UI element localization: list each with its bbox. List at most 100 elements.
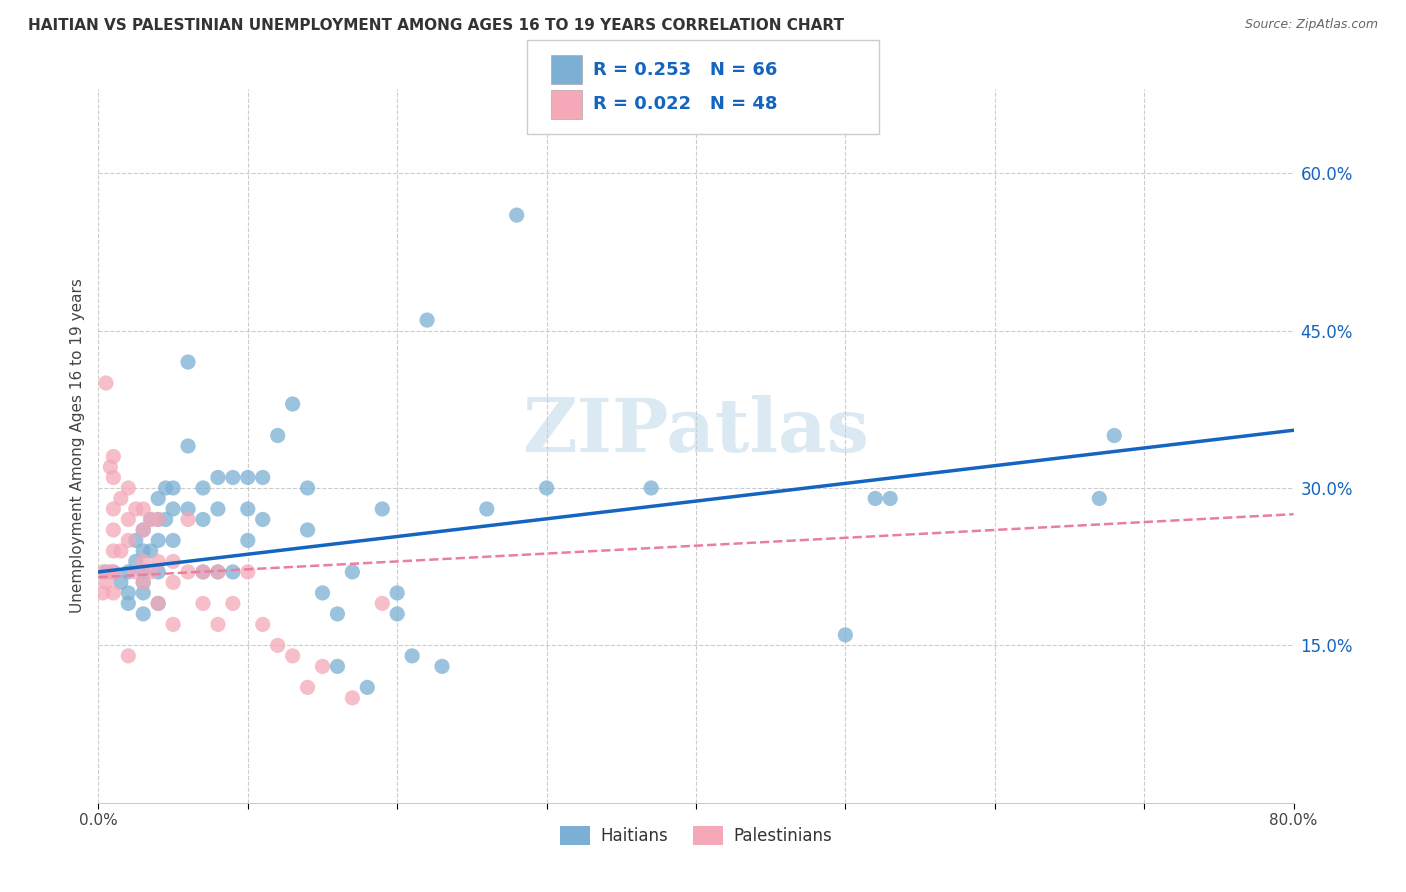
Point	[311, 586, 333, 600]
Point	[236, 502, 259, 516]
Point	[371, 502, 394, 516]
Point	[110, 491, 132, 506]
Point	[148, 596, 170, 610]
Point	[91, 586, 114, 600]
Point	[177, 355, 200, 369]
Point	[191, 512, 214, 526]
Point	[125, 502, 148, 516]
Point	[207, 565, 229, 579]
Point	[326, 607, 349, 621]
Point	[191, 565, 214, 579]
Point	[191, 565, 214, 579]
Point	[132, 565, 155, 579]
Point	[103, 565, 125, 579]
Point	[326, 659, 349, 673]
Point	[297, 681, 319, 695]
Point	[536, 481, 558, 495]
Point	[103, 450, 125, 464]
Point	[267, 428, 290, 442]
Point	[177, 502, 200, 516]
Point	[139, 544, 162, 558]
Point	[162, 533, 184, 548]
Point	[879, 491, 901, 506]
Point	[252, 470, 274, 484]
Point	[207, 565, 229, 579]
Point	[132, 575, 155, 590]
Point	[267, 639, 290, 653]
Point	[416, 313, 439, 327]
Point	[177, 439, 200, 453]
Point	[139, 512, 162, 526]
Point	[207, 502, 229, 516]
Point	[139, 512, 162, 526]
Point	[177, 565, 200, 579]
Point	[94, 376, 117, 390]
Point	[117, 586, 139, 600]
Point	[148, 596, 170, 610]
Point	[139, 565, 162, 579]
Point	[98, 565, 122, 579]
Point	[148, 512, 170, 526]
Point	[506, 208, 529, 222]
Point	[252, 617, 274, 632]
Point	[162, 502, 184, 516]
Point	[117, 565, 139, 579]
Point	[236, 470, 259, 484]
Point	[1088, 491, 1111, 506]
Point	[385, 607, 409, 621]
Point	[132, 544, 155, 558]
Point	[430, 659, 453, 673]
Point	[132, 523, 155, 537]
Point	[117, 533, 139, 548]
Point	[103, 565, 125, 579]
Point	[356, 681, 378, 695]
Point	[236, 533, 259, 548]
Point	[342, 565, 364, 579]
Point	[103, 523, 125, 537]
Point	[103, 586, 125, 600]
Point	[117, 481, 139, 495]
Point	[475, 502, 498, 516]
Point	[401, 648, 423, 663]
Point	[132, 607, 155, 621]
Text: Source: ZipAtlas.com: Source: ZipAtlas.com	[1244, 18, 1378, 31]
Text: R = 0.253   N = 66: R = 0.253 N = 66	[593, 61, 778, 78]
Point	[132, 523, 155, 537]
Point	[191, 481, 214, 495]
Point	[207, 470, 229, 484]
Point	[117, 648, 139, 663]
Point	[162, 617, 184, 632]
Point	[162, 575, 184, 590]
Point	[98, 460, 122, 475]
Point	[94, 575, 117, 590]
Point	[207, 617, 229, 632]
Point	[125, 554, 148, 568]
Point	[252, 512, 274, 526]
Point	[311, 659, 333, 673]
Point	[132, 575, 155, 590]
Point	[222, 596, 245, 610]
Point	[110, 544, 132, 558]
Text: R = 0.022   N = 48: R = 0.022 N = 48	[593, 95, 778, 113]
Point	[103, 502, 125, 516]
Point	[342, 690, 364, 705]
Point	[148, 512, 170, 526]
Point	[132, 554, 155, 568]
Point	[191, 596, 214, 610]
Point	[103, 470, 125, 484]
Point	[125, 565, 148, 579]
Text: HAITIAN VS PALESTINIAN UNEMPLOYMENT AMONG AGES 16 TO 19 YEARS CORRELATION CHART: HAITIAN VS PALESTINIAN UNEMPLOYMENT AMON…	[28, 18, 844, 33]
Point	[281, 397, 304, 411]
Point	[385, 586, 409, 600]
Point	[865, 491, 887, 506]
Point	[117, 596, 139, 610]
Point	[162, 481, 184, 495]
Point	[91, 565, 114, 579]
Point	[222, 470, 245, 484]
Point	[162, 554, 184, 568]
Point	[125, 533, 148, 548]
Y-axis label: Unemployment Among Ages 16 to 19 years: Unemployment Among Ages 16 to 19 years	[70, 278, 86, 614]
Point	[148, 565, 170, 579]
Point	[148, 554, 170, 568]
Point	[117, 512, 139, 526]
